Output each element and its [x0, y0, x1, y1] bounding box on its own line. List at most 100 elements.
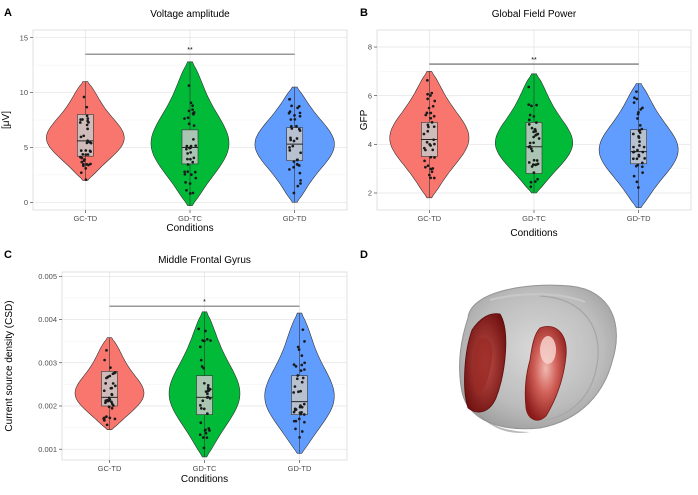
data-point — [641, 150, 645, 154]
data-point — [300, 380, 304, 384]
data-point — [201, 399, 205, 403]
data-point — [424, 113, 428, 117]
data-point — [297, 390, 300, 394]
data-point — [527, 123, 531, 126]
data-point — [202, 407, 206, 411]
data-point — [426, 92, 429, 96]
data-point — [530, 165, 534, 168]
data-point — [299, 179, 302, 182]
data-point — [532, 171, 536, 174]
data-point — [425, 140, 429, 144]
data-point — [427, 125, 430, 129]
data-point — [202, 381, 206, 385]
y-tick-label: 4 — [368, 140, 372, 149]
data-point — [292, 391, 296, 394]
data-point — [533, 128, 537, 131]
data-point — [527, 118, 531, 122]
data-point — [208, 387, 212, 391]
data-point — [79, 155, 82, 159]
data-point — [422, 146, 426, 150]
data-point — [192, 137, 195, 141]
data-point — [638, 124, 642, 127]
data-point — [292, 160, 296, 163]
data-point — [535, 163, 538, 166]
box-gc-td — [77, 114, 94, 157]
data-point — [84, 178, 88, 182]
data-point — [429, 155, 433, 159]
data-point — [296, 184, 300, 188]
data-point — [86, 127, 89, 131]
data-point — [199, 404, 202, 407]
data-point — [294, 427, 297, 431]
data-point — [529, 147, 533, 151]
y-tick-label: 8 — [368, 43, 372, 52]
data-point — [107, 405, 111, 409]
panel-c-middle-frontal-gyrus: C 0.001 0.002 0.003 0.004 0.005 GC-TD GD-TC GD-… — [4, 249, 348, 485]
data-point — [427, 106, 431, 110]
data-point — [632, 157, 635, 161]
data-point — [191, 108, 194, 111]
data-point — [297, 164, 301, 167]
data-point — [78, 121, 82, 124]
x-tick-label: GC-TD — [417, 214, 441, 223]
y-tick-label: 2 — [368, 189, 372, 198]
data-point — [299, 151, 302, 155]
data-point — [638, 131, 642, 134]
data-point — [425, 111, 429, 115]
y-tick-label: 0.005 — [38, 272, 57, 281]
data-point — [292, 363, 296, 366]
data-point — [201, 339, 205, 342]
data-point — [85, 123, 89, 127]
y-tick-label: 0.001 — [38, 445, 57, 454]
data-point — [532, 130, 535, 134]
data-point — [636, 148, 639, 152]
data-point — [295, 162, 299, 166]
y-axis-label: GFP — [359, 109, 370, 130]
data-point — [640, 127, 644, 131]
data-point — [105, 348, 108, 352]
data-point — [535, 103, 538, 107]
data-point — [429, 167, 433, 171]
data-point — [194, 176, 198, 180]
data-point — [205, 337, 209, 341]
data-point — [638, 140, 641, 143]
data-point — [87, 121, 90, 124]
data-point — [200, 365, 204, 368]
data-point — [295, 137, 299, 140]
data-point — [433, 156, 436, 159]
data-point — [108, 374, 112, 378]
x-tick-label: GC-TD — [73, 214, 97, 223]
data-point — [299, 369, 303, 372]
data-point — [297, 104, 301, 108]
data-point — [527, 85, 531, 89]
data-point — [89, 162, 92, 166]
data-point — [300, 430, 304, 433]
panel-letter-d: D — [360, 249, 368, 261]
data-point — [204, 431, 208, 435]
data-point — [302, 413, 306, 416]
significance-label: * — [203, 299, 206, 306]
data-point — [288, 110, 292, 113]
data-point — [113, 384, 117, 388]
data-point — [426, 129, 430, 133]
data-point — [299, 182, 302, 185]
data-point — [81, 118, 84, 121]
y-tick-label: 0.002 — [38, 402, 57, 411]
data-point — [186, 152, 189, 155]
data-point — [288, 149, 292, 152]
data-point — [638, 144, 641, 147]
x-axis-label: Conditions — [166, 223, 213, 234]
data-point — [536, 132, 540, 136]
data-point — [104, 401, 107, 405]
y-axis-label: [μV] — [1, 111, 12, 129]
data-point — [631, 132, 635, 136]
data-point — [433, 142, 436, 146]
data-point — [297, 417, 301, 421]
data-point — [528, 113, 532, 117]
data-point — [303, 361, 306, 365]
data-point — [426, 123, 430, 127]
data-point — [191, 104, 194, 107]
data-point — [102, 389, 106, 393]
chart-title: Voltage amplitude — [150, 9, 230, 20]
data-point — [189, 101, 193, 105]
